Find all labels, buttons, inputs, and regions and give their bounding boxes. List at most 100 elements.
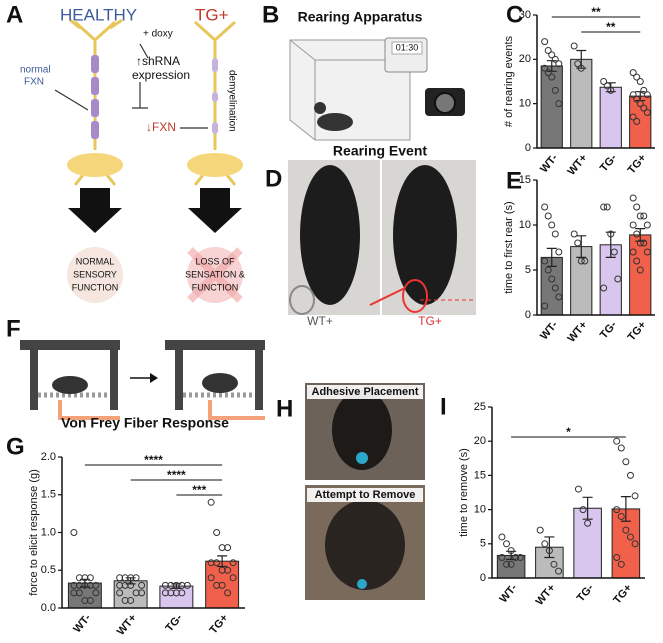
- bar: [159, 585, 194, 609]
- y-tick-label: 10: [519, 98, 531, 110]
- y-tick-label: 15: [474, 469, 486, 481]
- data-point: [541, 257, 549, 265]
- data-point: [81, 581, 89, 589]
- x-tick-label: WT-: [71, 612, 93, 635]
- data-point: [574, 60, 582, 68]
- data-point: [617, 512, 625, 520]
- data-point: [516, 553, 524, 561]
- data-point: [555, 248, 563, 256]
- data-point: [213, 559, 221, 567]
- y-tick-label: 1.0: [41, 526, 56, 538]
- axis: [536, 15, 655, 149]
- data-point: [116, 581, 124, 589]
- data-point: [610, 248, 618, 256]
- data-point: [178, 581, 186, 589]
- data-point: [127, 581, 135, 589]
- y-tick-label: 10: [519, 219, 531, 231]
- data-point: [643, 109, 651, 117]
- panel-letter: C: [506, 1, 523, 28]
- label: TG+: [418, 314, 442, 328]
- data-point: [550, 560, 558, 568]
- data-point: [581, 257, 589, 265]
- y-tick-label: 25: [474, 401, 486, 413]
- panel-letter: F: [6, 315, 21, 342]
- data-point: [629, 194, 637, 202]
- y-tick-label: 5: [480, 538, 486, 550]
- data-point: [636, 239, 644, 247]
- label: SENSATION &: [185, 269, 245, 279]
- data-point: [643, 91, 651, 99]
- data-point: [613, 437, 621, 445]
- data-point: [636, 78, 644, 85]
- data-point: [541, 302, 549, 310]
- data-point: [121, 596, 129, 604]
- data-point: [551, 55, 559, 63]
- data-point: [86, 574, 94, 582]
- data-point: [600, 203, 608, 211]
- y-axis-label: time to remove (s): [458, 448, 470, 537]
- data-point: [75, 574, 83, 582]
- significance-label: **: [606, 20, 616, 34]
- data-point: [138, 589, 146, 597]
- data-point: [544, 266, 552, 274]
- data-point: [86, 596, 94, 604]
- data-point: [121, 581, 129, 589]
- data-point: [92, 581, 100, 589]
- panel-letter: D: [265, 165, 282, 192]
- data-point: [613, 506, 621, 514]
- data-point: [207, 574, 215, 582]
- data-point: [640, 86, 648, 94]
- data-point: [92, 589, 100, 597]
- data-point: [574, 485, 582, 493]
- x-tick-label: TG+: [611, 582, 634, 606]
- x-tick-label: WT-: [538, 152, 560, 175]
- data-point: [116, 574, 124, 582]
- data-point: [603, 203, 611, 211]
- data-point: [555, 293, 563, 301]
- data-point: [544, 212, 552, 220]
- data-point: [603, 82, 611, 90]
- y-tick-label: 1.5: [41, 489, 56, 501]
- data-point: [548, 221, 556, 229]
- data-point: [640, 104, 648, 112]
- y-tick-label: 20: [474, 435, 486, 447]
- data-point: [218, 581, 226, 589]
- timer: 01:30: [396, 42, 419, 52]
- panel-letter: G: [6, 433, 25, 460]
- label: FXN: [24, 77, 44, 88]
- data-point: [167, 581, 175, 589]
- data-point: [541, 38, 549, 46]
- y-tick-label: 5: [525, 264, 531, 276]
- data-point: [570, 42, 578, 50]
- x-tick-label: WT+: [115, 612, 139, 638]
- data-point: [551, 86, 559, 94]
- data-point: [121, 574, 129, 582]
- data-point: [548, 73, 556, 81]
- data-point: [633, 257, 641, 265]
- data-point: [86, 581, 94, 589]
- data-point: [600, 78, 608, 85]
- data-point: [613, 553, 621, 561]
- y-tick-label: 10: [474, 504, 486, 516]
- axis: [536, 180, 655, 316]
- adhesive-photos: [305, 383, 425, 600]
- bar: [629, 234, 652, 316]
- data-point: [614, 275, 622, 283]
- data-point: [600, 284, 608, 292]
- y-axis-label: force to elicit response (g): [28, 469, 40, 596]
- label: FUNCTION: [72, 282, 119, 292]
- bar: [570, 58, 593, 149]
- data-point: [161, 589, 169, 597]
- data-point: [218, 566, 226, 574]
- data-point: [544, 69, 552, 77]
- data-point: [629, 248, 637, 256]
- apparatus-illustration: [289, 37, 465, 141]
- label: normal: [20, 65, 51, 76]
- panel-letter: H: [276, 395, 293, 422]
- panel-letter: A: [6, 1, 23, 28]
- x-tick-label: WT-: [538, 319, 560, 342]
- data-point: [555, 567, 563, 575]
- data-point: [224, 589, 232, 597]
- significance-label: **: [591, 5, 601, 19]
